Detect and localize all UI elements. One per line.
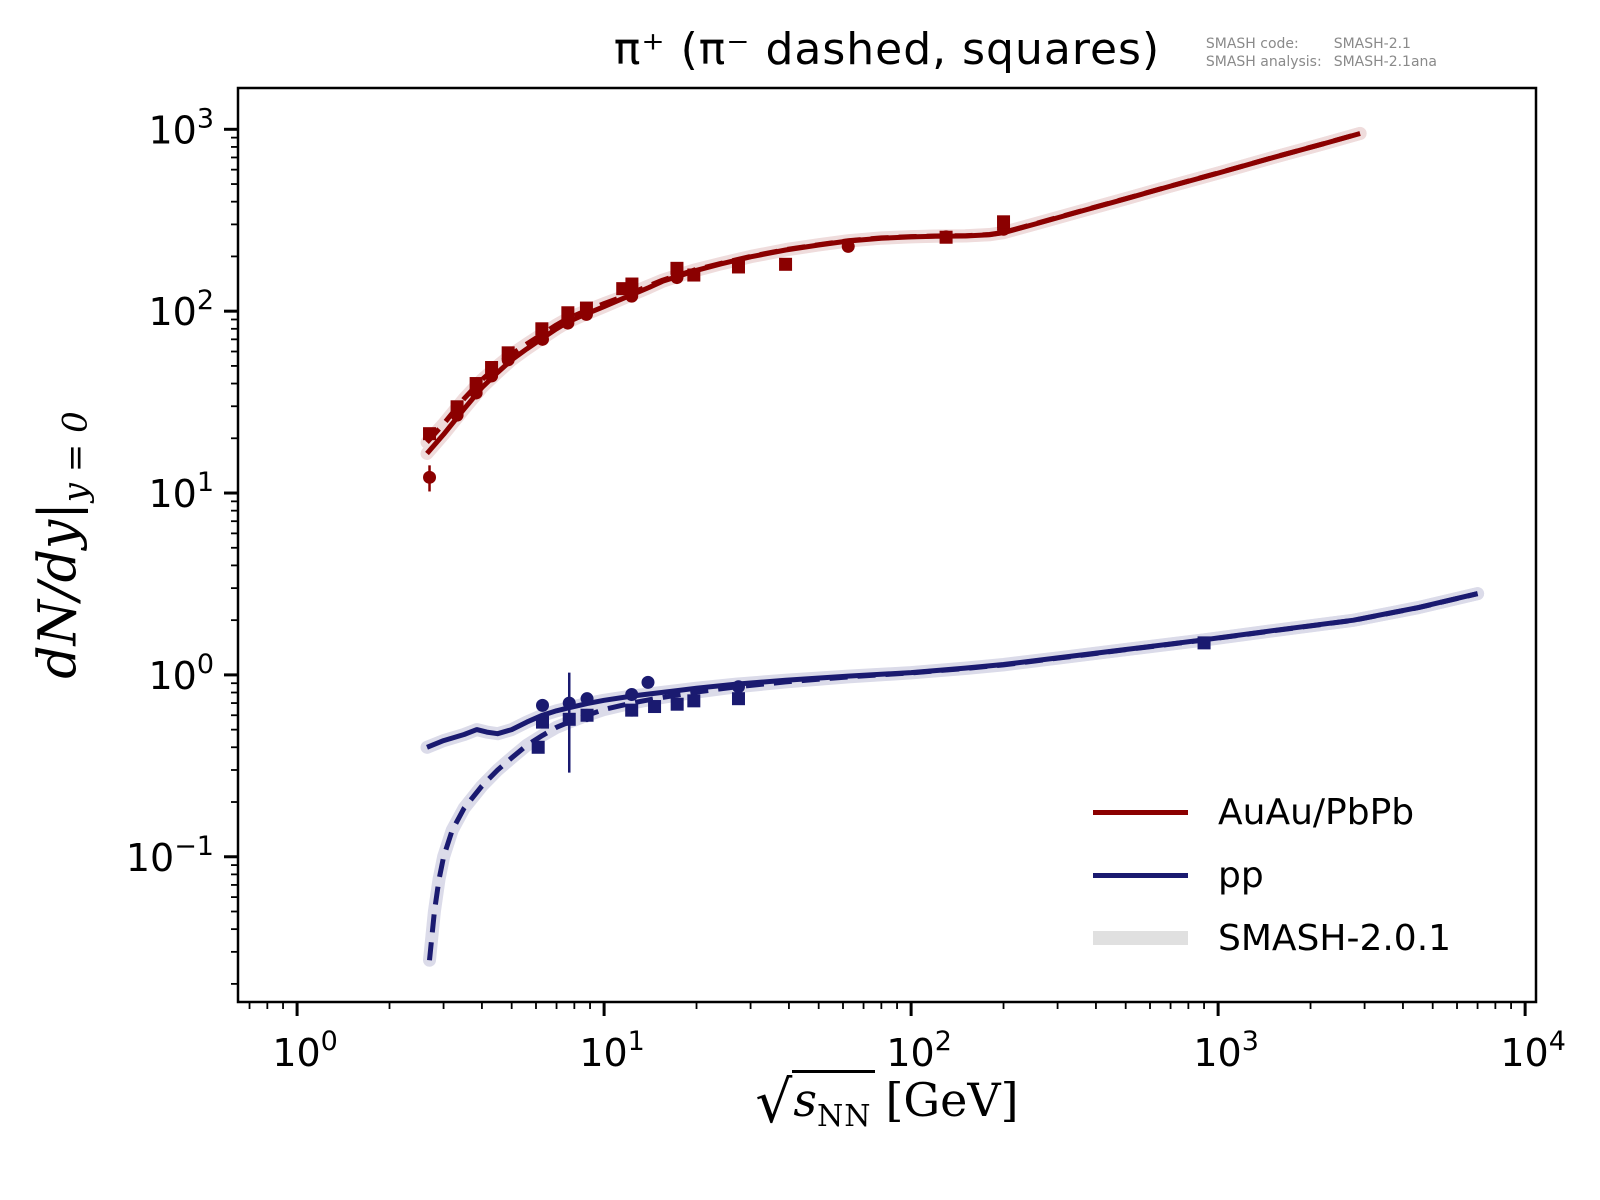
svg-text:100: 100: [148, 649, 214, 698]
smash-version-watermark: SMASH code: SMASH-2.1 SMASH analysis: SM…: [1206, 36, 1437, 71]
y-axis-label: dN/dy|y = 0: [28, 411, 96, 679]
experimental-data-points: [423, 215, 1211, 773]
data-point-square: [625, 703, 639, 717]
data-point-square: [469, 377, 483, 391]
svg-text:102: 102: [886, 1026, 952, 1075]
data-point-circle: [731, 680, 745, 694]
auau-pim-data: [423, 215, 1011, 441]
data-point-square: [531, 740, 545, 754]
svg-text:104: 104: [1500, 1026, 1566, 1075]
legend-item-smash201: SMASH-2.0.1: [1093, 914, 1451, 962]
data-point-square: [997, 215, 1011, 229]
svg-text:10−1: 10−1: [126, 831, 214, 880]
chart-title: π⁺ (π⁻ dashed, squares): [613, 24, 1161, 75]
watermark-analysis-value: SMASH-2.1ana: [1333, 54, 1437, 70]
svg-text:101: 101: [579, 1026, 645, 1075]
sqrt-radical: √: [755, 1068, 793, 1136]
data-point-square: [423, 427, 437, 441]
data-point-square: [670, 261, 684, 275]
data-point-circle: [423, 470, 437, 484]
data-point-square: [670, 697, 684, 711]
data-point-circle: [841, 239, 855, 253]
legend: AuAu/PbPb pp SMASH-2.0.1: [1093, 788, 1451, 977]
auau-pip-line-band: [420, 127, 1367, 460]
data-point-circle: [535, 698, 549, 712]
legend-swatch-smash201: [1093, 931, 1188, 945]
model-curves: [425, 130, 1479, 961]
svg-text:100: 100: [272, 1026, 338, 1075]
data-point-square: [625, 277, 639, 291]
svg-text:103: 103: [148, 103, 214, 152]
data-point-square: [1197, 636, 1211, 650]
data-point-square: [579, 301, 593, 315]
tick-labels: 100 101 102 103 104 103 102 101 100 10−1: [126, 103, 1566, 1075]
svg-text:102: 102: [148, 285, 214, 334]
data-point-square: [485, 361, 499, 375]
legend-item-auau: AuAu/PbPb: [1093, 788, 1451, 836]
watermark-analysis-label: SMASH analysis:: [1205, 54, 1322, 70]
legend-label-auau: AuAu/PbPb: [1218, 791, 1415, 833]
auau-pim-line: [425, 130, 1361, 444]
data-point-square: [779, 257, 793, 271]
svg-text:103: 103: [1193, 1026, 1259, 1075]
data-point-square: [535, 322, 549, 336]
pp-pim-line: [427, 591, 1479, 961]
data-point-square: [501, 346, 515, 360]
watermark-code-label: SMASH code:: [1205, 36, 1299, 52]
legend-item-pp: pp: [1093, 851, 1451, 899]
svg-text:101: 101: [148, 467, 214, 516]
data-point-square: [648, 700, 662, 714]
data-point-circle: [641, 675, 655, 689]
data-point-square: [561, 306, 575, 320]
data-point-square: [687, 268, 701, 282]
data-point-circle: [580, 692, 594, 706]
data-point-square: [731, 260, 745, 274]
x-axis-label: √sNN [GeV]: [755, 1068, 1019, 1136]
watermark-code-value: SMASH-2.1: [1333, 36, 1411, 52]
legend-label-smash201: SMASH-2.0.1: [1218, 917, 1452, 959]
data-point-square: [939, 230, 953, 244]
data-point-square: [535, 715, 549, 729]
auau-pim-line-band: [420, 126, 1367, 449]
data-point-circle: [625, 688, 639, 702]
legend-label-pp: pp: [1218, 854, 1264, 896]
data-point-square: [450, 400, 464, 414]
data-point-square: [731, 692, 745, 706]
data-point-square: [687, 694, 701, 708]
data-point-square: [580, 708, 594, 722]
data-point-square: [562, 712, 576, 726]
data-point-circle: [561, 316, 575, 330]
legend-swatch-auau: [1093, 809, 1188, 815]
legend-swatch-pp: [1093, 872, 1188, 878]
plot-frame: [236, 86, 1538, 1004]
auau-pip-line: [425, 131, 1361, 456]
data-point-circle: [535, 332, 549, 346]
pp-pim-data: [531, 636, 1211, 773]
